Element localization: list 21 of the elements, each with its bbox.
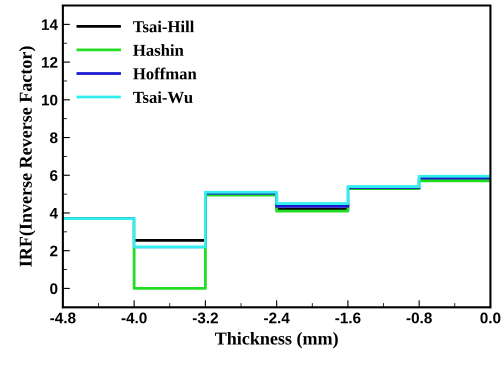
x-tick-label: -4.0 <box>122 312 147 324</box>
x-axis-title: Thickness (mm) <box>214 332 338 348</box>
x-tick-label: -1.6 <box>335 312 361 324</box>
legend-label: Tsai-Wu <box>133 91 193 104</box>
y-tick-label: 0 <box>50 283 58 294</box>
x-tick-label: 0.0 <box>480 312 500 324</box>
x-tick-label: -3.2 <box>192 312 218 324</box>
x-tick-label: -0.8 <box>406 312 432 324</box>
x-tick-label: -4.8 <box>50 312 76 324</box>
y-tick-label: 10 <box>42 94 58 106</box>
y-tick-label: 12 <box>42 56 58 68</box>
y-axis-title: IRF(Inverse Reverse Factor) <box>19 46 36 267</box>
legend-label: Hoffman <box>133 68 197 80</box>
y-tick-label: 8 <box>50 132 58 144</box>
legend-label: Hashin <box>133 44 184 56</box>
y-tick-label: 4 <box>50 208 58 219</box>
y-tick-label: 6 <box>50 170 58 181</box>
y-tick-label: 2 <box>50 246 58 256</box>
legend-label: Tsai-Hill <box>133 20 194 32</box>
y-tick-label: 14 <box>42 19 58 30</box>
x-tick-label: -2.4 <box>264 312 290 324</box>
